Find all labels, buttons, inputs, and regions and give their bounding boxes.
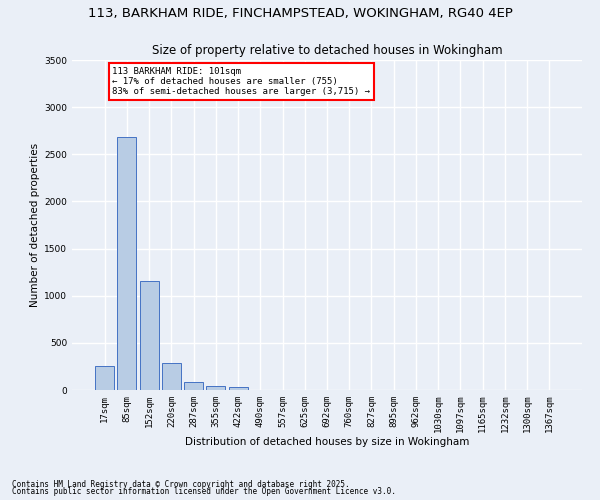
Bar [206, 386, 225, 390]
Text: Contains HM Land Registry data © Crown copyright and database right 2025.: Contains HM Land Registry data © Crown c… [12, 480, 350, 489]
Bar [118, 138, 136, 390]
Bar [229, 387, 248, 390]
Bar [162, 362, 181, 390]
Text: 113 BARKHAM RIDE: 101sqm
← 17% of detached houses are smaller (755)
83% of semi-: 113 BARKHAM RIDE: 101sqm ← 17% of detach… [112, 66, 370, 96]
Text: Contains public sector information licensed under the Open Government Licence v3: Contains public sector information licen… [12, 487, 396, 496]
Y-axis label: Number of detached properties: Number of detached properties [30, 143, 40, 307]
Bar [184, 382, 203, 390]
Text: 113, BARKHAM RIDE, FINCHAMPSTEAD, WOKINGHAM, RG40 4EP: 113, BARKHAM RIDE, FINCHAMPSTEAD, WOKING… [88, 8, 512, 20]
Bar [95, 366, 114, 390]
Bar [140, 280, 158, 390]
Title: Size of property relative to detached houses in Wokingham: Size of property relative to detached ho… [152, 44, 502, 58]
X-axis label: Distribution of detached houses by size in Wokingham: Distribution of detached houses by size … [185, 436, 469, 446]
